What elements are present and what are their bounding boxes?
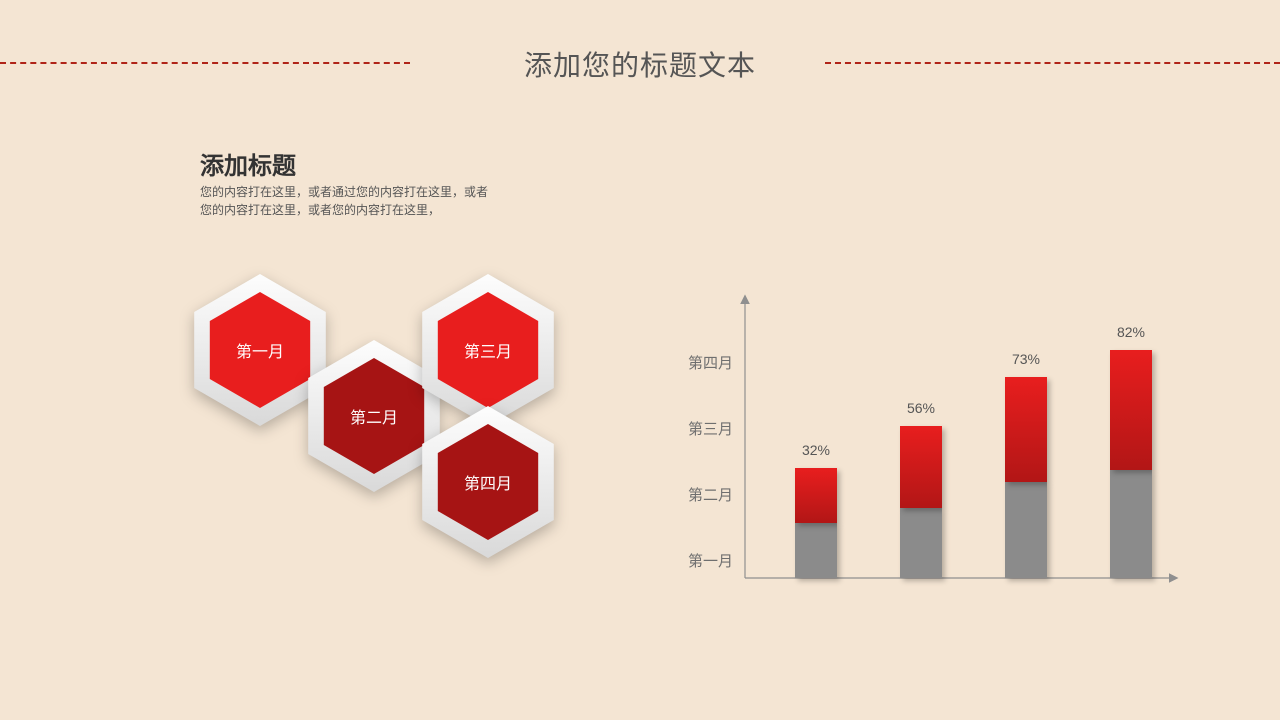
bar-segment-red [795, 468, 837, 523]
bar-value-label: 82% [1101, 324, 1161, 340]
bar-chart: 第一月 第二月 第三月 第四月 32% 56% 73% 82% [650, 288, 1200, 598]
bar-segment-red [1005, 377, 1047, 482]
hexagon-label: 第三月 [428, 338, 548, 362]
bar-segment-red [900, 426, 942, 508]
hexagon-label: 第四月 [428, 470, 548, 494]
y-axis-label: 第二月 [673, 484, 733, 505]
bar-segment-red [1110, 350, 1152, 470]
divider-right [825, 62, 1280, 64]
body-line-1: 您的内容打在这里，或者通过您的内容打在这里，或者 [200, 184, 488, 201]
y-axis-label: 第四月 [673, 352, 733, 373]
page-title: 添加您的标题文本 [0, 44, 1280, 84]
bar-value-label: 32% [786, 442, 846, 458]
hexagon-cluster: 第一月第二月第三月第四月 [140, 278, 610, 618]
bar-segment-grey [1005, 482, 1047, 578]
y-axis-label: 第一月 [673, 550, 733, 571]
bar-value-label: 73% [996, 351, 1056, 367]
section-subtitle: 添加标题 [200, 146, 296, 181]
body-line-2: 您的内容打在这里，或者您的内容打在这里， [200, 202, 440, 219]
bar-value-label: 56% [891, 400, 951, 416]
y-axis-label: 第三月 [673, 418, 733, 439]
bar-segment-grey [900, 508, 942, 578]
bar-segment-grey [1110, 470, 1152, 578]
divider-left [0, 62, 410, 64]
bar-segment-grey [795, 523, 837, 578]
